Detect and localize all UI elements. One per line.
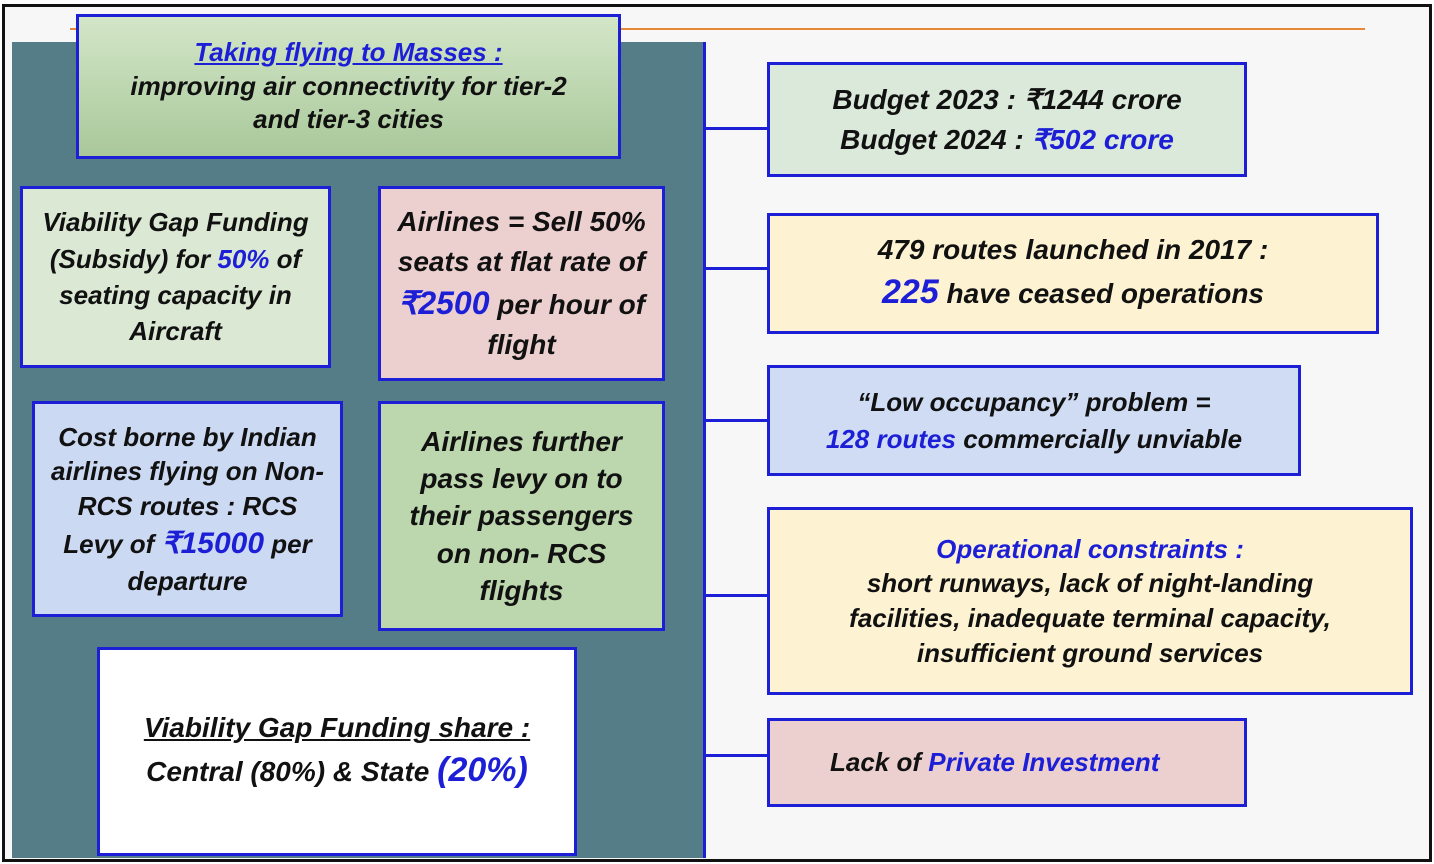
connector xyxy=(705,419,767,422)
text: “Low occupancy” problem = xyxy=(857,387,1211,418)
highlight: ₹2500 xyxy=(397,284,490,321)
text: Budget 2023 : ₹1244 crore xyxy=(832,84,1182,116)
info-box: Viability Gap Funding share : Central (80… xyxy=(97,647,577,856)
header-subtitle: improving air connectivity for tier-2 an… xyxy=(130,70,567,135)
connector xyxy=(705,754,767,757)
text: short runways, lack of night-landing fac… xyxy=(849,568,1331,668)
highlight: Private Investment xyxy=(928,747,1160,778)
text: Airlines further pass levy on to their p… xyxy=(409,425,634,606)
text: Central (80%) & State xyxy=(146,756,438,788)
header-title: Taking flying to Masses : xyxy=(194,36,503,67)
info-box: Budget 2023 : ₹1244 crore Budget 2024 : ₹… xyxy=(767,62,1247,177)
info-box: 479 routes launched in 2017 : 225 have ce… xyxy=(767,213,1379,334)
text: have ceased operations xyxy=(938,278,1265,310)
info-box: Airlines = Sell 50% seats at flat rate o… xyxy=(378,186,665,381)
connector xyxy=(705,127,767,130)
highlight: ₹15000 xyxy=(161,526,265,560)
info-box: Operational constraints : short runways, … xyxy=(767,507,1413,695)
info-box: “Low occupancy” problem = 128 routes comm… xyxy=(767,365,1301,476)
connector xyxy=(705,594,767,597)
text: Budget 2024 : xyxy=(840,123,1032,155)
highlight: (20%) xyxy=(437,751,528,790)
text: per hour of flight xyxy=(487,288,646,361)
highlight: 225 xyxy=(882,273,939,312)
info-box: Viability Gap Funding (Subsidy) for 50% … xyxy=(20,186,331,368)
text: Airlines = Sell 50% seats at flat rate o… xyxy=(397,206,646,277)
info-box: Cost borne by Indian airlines flying on … xyxy=(32,401,343,617)
highlight: 50% xyxy=(217,243,270,274)
text: 479 routes launched in 2017 : xyxy=(877,234,1269,266)
text: Viability Gap Funding share : xyxy=(143,712,531,744)
highlight: Operational constraints : xyxy=(936,533,1244,564)
orange-line xyxy=(70,28,1365,30)
text: commercially unviable xyxy=(955,423,1243,454)
text: Cost borne by Indian airlines flying on … xyxy=(50,421,324,559)
connector xyxy=(705,267,767,270)
text: per departure xyxy=(127,528,312,596)
info-box: Airlines further pass levy on to their p… xyxy=(378,401,665,631)
header-box: Taking flying to Masses : improving air c… xyxy=(76,14,621,159)
highlight: 128 routes xyxy=(825,423,956,454)
text: Lack of xyxy=(830,747,929,778)
text: of seating capacity in Aircraft xyxy=(59,243,302,347)
text: Viability Gap Funding (Subsidy) for xyxy=(42,207,309,274)
spine xyxy=(703,42,706,858)
info-box: Lack of Private Investment xyxy=(767,718,1247,807)
highlight: ₹502 crore xyxy=(1031,123,1174,155)
